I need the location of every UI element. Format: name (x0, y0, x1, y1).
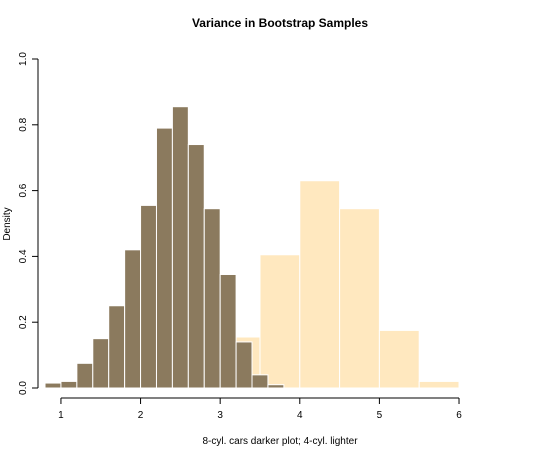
y-tick-label: 0.8 (18, 117, 29, 131)
bar-4cyl-6 (418, 380, 460, 389)
bar-4cyl-4 (339, 208, 380, 389)
bar-8cyl-7 (155, 127, 173, 389)
bar-8cyl-6 (140, 204, 157, 389)
y-axis: 0.0 0.2 0.4 0.6 0.8 1.0 (18, 52, 39, 395)
y-tick-label: 0.2 (18, 315, 29, 329)
x-tick-label: 5 (377, 410, 383, 421)
bar-8cyl-8 (171, 106, 189, 389)
y-tick-label: 1.0 (18, 52, 29, 66)
chart-title: Variance in Bootstrap Samples (192, 16, 368, 30)
bars-8cyl (44, 106, 285, 389)
bar-4cyl-5 (378, 329, 420, 389)
bar-8cyl-2 (76, 362, 94, 389)
y-tick-label: 0.4 (18, 249, 29, 263)
bars-4cyl (219, 180, 460, 389)
y-tick-label: 0.0 (18, 381, 29, 395)
x-tick-label: 4 (297, 410, 303, 421)
bar-8cyl-12 (235, 341, 253, 389)
bar-4cyl-2 (259, 254, 301, 389)
y-tick-label: 0.6 (18, 183, 29, 197)
bar-8cyl-3 (92, 338, 110, 389)
bar-8cyl-9 (187, 144, 205, 389)
x-tick-label: 6 (456, 410, 462, 421)
bar-8cyl-0 (44, 382, 62, 389)
x-tick-label: 1 (58, 410, 64, 421)
bar-8cyl-14 (267, 384, 285, 389)
x-tick-label: 2 (138, 410, 144, 421)
bar-8cyl-11 (219, 273, 237, 389)
x-axis: 1 2 3 4 5 6 (58, 397, 462, 421)
bar-8cyl-1 (60, 380, 78, 389)
x-tick-label: 3 (217, 410, 223, 421)
bar-8cyl-10 (203, 208, 221, 389)
y-axis-label: Density (2, 207, 13, 240)
bar-8cyl-4 (108, 305, 126, 389)
bar-8cyl-13 (251, 374, 269, 389)
bar-8cyl-5 (124, 249, 142, 389)
bar-4cyl-3 (299, 180, 341, 389)
x-axis-label: 8-cyl. cars darker plot; 4-cyl. lighter (202, 436, 358, 447)
